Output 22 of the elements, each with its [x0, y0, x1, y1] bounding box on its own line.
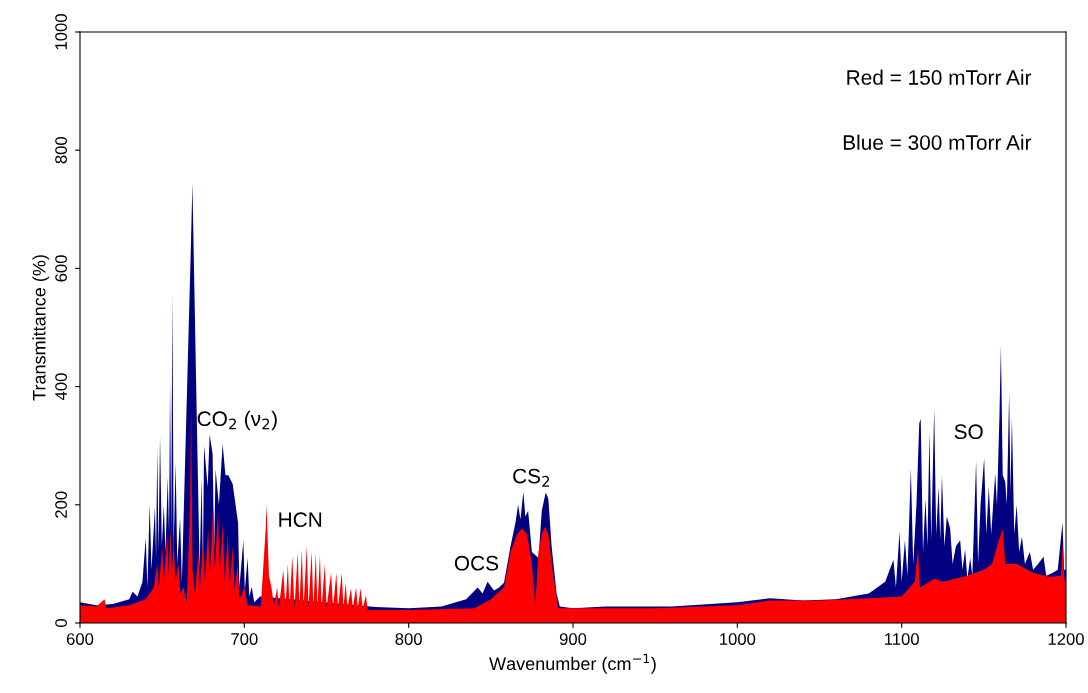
annotation: HCN — [279, 512, 322, 528]
x-tick-label: 800 — [395, 633, 422, 645]
x-tick-label: 1000 — [720, 633, 756, 645]
x-tick-label: 900 — [559, 633, 587, 645]
x-axis-title: Wavenumber (cm$^{−1}$) — [489, 653, 656, 674]
y-tick-label: 800 — [55, 136, 67, 164]
annotation: Blue = 300 mTorr Air — [843, 134, 1032, 150]
annotation: SO — [954, 424, 983, 440]
y-tick-label: 0 — [55, 619, 67, 627]
y-axis-title: Transmittance (%) — [32, 255, 50, 401]
x-tick-label: 1100 — [885, 633, 919, 645]
y-tick-label: 400 — [55, 373, 67, 401]
annotation: Red = 150 mTorr Air — [847, 69, 1032, 85]
y-tick-label: 1000 — [55, 14, 67, 50]
y-tick-label: 600 — [55, 255, 67, 282]
x-tick-label: 700 — [231, 633, 258, 645]
x-tick-label: 1200 — [1048, 633, 1084, 645]
annotation: OCS — [454, 555, 499, 571]
annotation: CS$_{2}$ — [513, 468, 550, 487]
annotation: CO$_{2}$ (ν$_{2}$) — [197, 410, 277, 431]
x-tick-label: 600 — [66, 633, 94, 645]
y-tick-label: 200 — [55, 491, 67, 518]
